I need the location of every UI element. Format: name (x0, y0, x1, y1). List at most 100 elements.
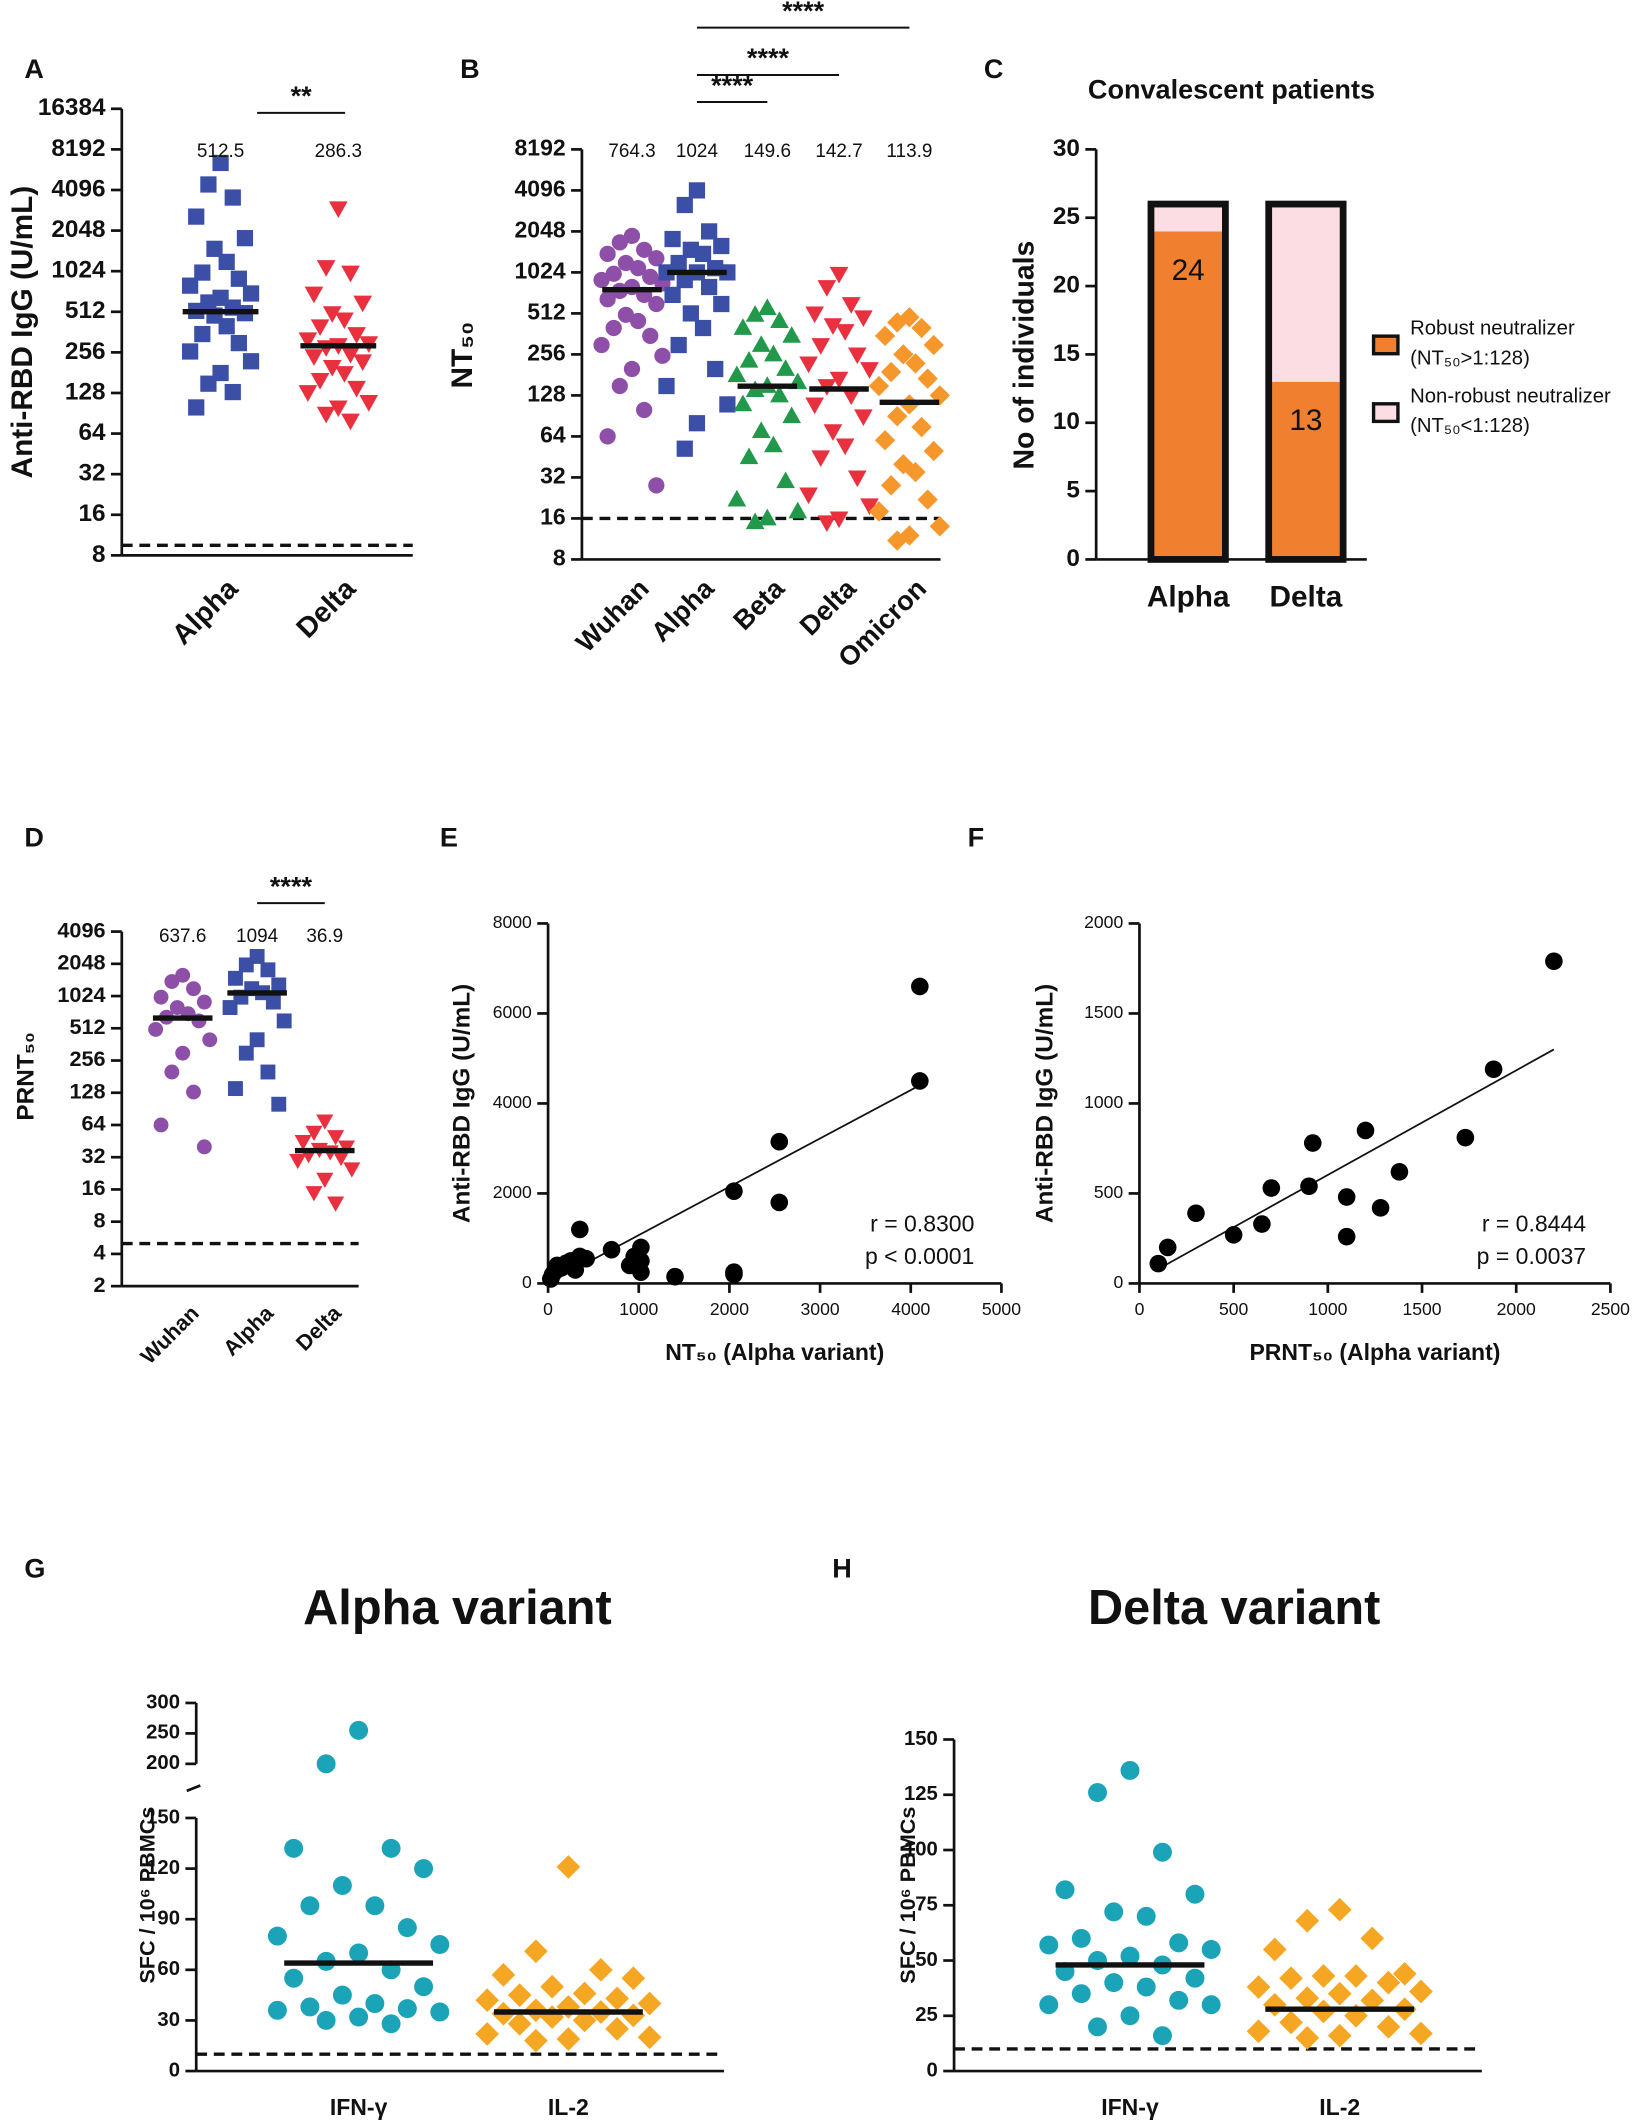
data-point (617, 306, 635, 323)
data-point (725, 1182, 743, 1200)
y-tick-label: 64 (540, 421, 566, 447)
y-tick-label: 4096 (57, 917, 105, 942)
x-tick-label: IFN-γ (1101, 2094, 1159, 2120)
data-point (164, 1064, 180, 1080)
x-tick-label: Alpha (218, 1300, 279, 1361)
data-point (1201, 1940, 1221, 1959)
x-tick-label: Wuhan (570, 573, 655, 658)
data-point (332, 1875, 352, 1895)
y-tick-label: 1024 (57, 982, 105, 1007)
data-point (365, 1896, 385, 1916)
y-tick-label: 8192 (514, 134, 565, 160)
data-point (1360, 1926, 1385, 1951)
data-point (648, 295, 665, 313)
data-point (629, 260, 647, 277)
data-point (475, 1988, 500, 2013)
data-point (212, 154, 229, 172)
data-point (316, 260, 336, 277)
data-point (658, 377, 675, 395)
data-point (670, 336, 687, 354)
y-tick-label: 32 (78, 460, 105, 487)
data-point (835, 438, 855, 456)
data-point (322, 359, 342, 377)
data-point (349, 1720, 369, 1740)
data-point (341, 265, 360, 283)
data-point (636, 241, 653, 258)
data-point (267, 2000, 287, 2020)
data-point (153, 1117, 169, 1133)
data-point (260, 962, 276, 978)
data-point (228, 970, 243, 986)
x-tick-label: IL-2 (548, 2094, 589, 2120)
value-label: 13 (1289, 404, 1322, 437)
y-tick-label: 0 (1113, 1272, 1123, 1292)
data-point (349, 2007, 369, 2027)
data-point (1088, 1783, 1107, 1803)
data-point (1169, 1933, 1189, 1953)
data-point (707, 360, 724, 378)
data-point (289, 1153, 307, 1170)
data-point (599, 245, 616, 263)
data-point (1376, 2014, 1401, 2039)
data-point (751, 421, 771, 439)
data-point (397, 1918, 417, 1938)
data-point (1246, 2019, 1271, 2044)
data-point (637, 1991, 662, 2016)
x-axis-label: NT₅₀ (Alpha variant) (665, 1339, 884, 1365)
data-point (1327, 2023, 1352, 2048)
x-tick-label: 1000 (619, 1299, 658, 1319)
data-point (175, 967, 191, 983)
chart-title: Alpha variant (303, 1581, 612, 1635)
x-tick-label: 0 (1135, 1299, 1145, 1319)
data-point (224, 189, 241, 206)
x-tick-label: Alpha (166, 573, 245, 652)
data-point (1279, 2010, 1303, 2035)
data-point (1039, 1935, 1059, 1955)
y-tick-label: 200 (146, 1752, 180, 1774)
data-point (430, 1935, 450, 1954)
legend-label: Robust neutralizer (1410, 318, 1575, 340)
y-axis-label: SFC / 10⁶ PBMCs (135, 1807, 160, 1984)
data-point (799, 487, 818, 505)
bar-segment (1268, 381, 1344, 560)
y-tick-label: 8000 (493, 912, 532, 932)
data-point (764, 344, 783, 362)
data-point (353, 295, 373, 313)
data-point (782, 326, 802, 343)
data-point (186, 981, 201, 997)
data-point (347, 380, 366, 398)
median-label: 286.3 (315, 141, 362, 162)
data-point (605, 2017, 629, 2041)
data-point (727, 489, 747, 507)
x-tick-label: 4000 (891, 1299, 930, 1319)
y-tick-label: 32 (540, 463, 566, 489)
y-tick-label: 15 (1053, 340, 1080, 367)
y-tick-label: 256 (527, 339, 565, 365)
median-label: 764.3 (608, 141, 655, 162)
data-point (300, 1997, 320, 2017)
data-point (1311, 1964, 1336, 1988)
y-tick-label: 25 (1053, 203, 1080, 230)
data-point (218, 253, 235, 271)
data-point (1246, 1975, 1271, 1999)
y-tick-label: 120 (146, 1857, 180, 1879)
y-tick-label: 32 (81, 1143, 105, 1168)
data-point (860, 362, 879, 379)
data-point (739, 351, 759, 368)
data-point (194, 264, 211, 281)
data-point (524, 2028, 548, 2053)
data-point (1545, 952, 1563, 971)
data-point (923, 440, 944, 462)
data-point (188, 208, 205, 225)
bar-segment (1150, 204, 1226, 232)
annotation: p = 0.0037 (1477, 1243, 1586, 1269)
data-point (200, 375, 217, 392)
y-tick-label: 1024 (514, 257, 565, 283)
data-point (1187, 1204, 1205, 1223)
data-point (1484, 1060, 1503, 1079)
data-point (1224, 1226, 1243, 1244)
data-point (605, 1986, 629, 2011)
data-point (1149, 1254, 1168, 1273)
data-point (770, 1132, 789, 1151)
data-point (322, 306, 342, 323)
